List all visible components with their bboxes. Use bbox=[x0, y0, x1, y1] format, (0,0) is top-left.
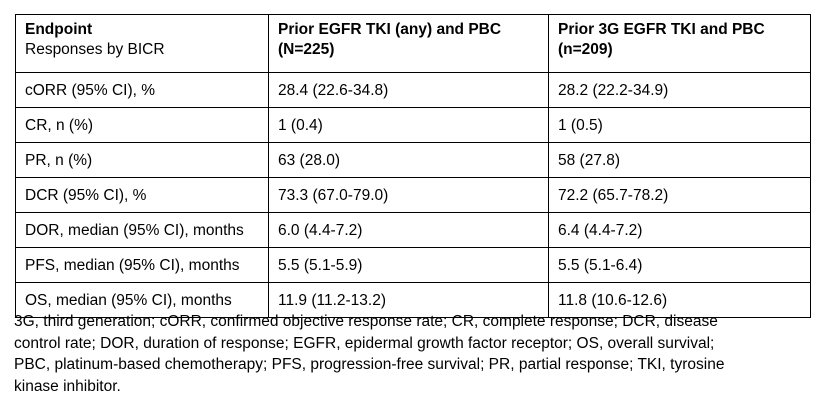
value-cell: 28.4 (22.6-34.8) bbox=[268, 72, 549, 108]
header-col2-title: Prior EGFR TKI (any) and PBC bbox=[278, 21, 502, 38]
header-col3-n: (n=209) bbox=[558, 41, 613, 58]
endpoint-cell: OS, median (95% CI), months bbox=[15, 282, 269, 318]
footnote-line: 3G, third generation; cORR, confirmed ob… bbox=[14, 313, 718, 330]
footnote-line: control rate; DOR, duration of response;… bbox=[14, 334, 715, 352]
endpoint-cell: PR, n (%) bbox=[15, 142, 269, 178]
header-row: Endpoint Responses by BICR Prior EGFR TK… bbox=[15, 14, 811, 73]
results-table: Endpoint Responses by BICR Prior EGFR TK… bbox=[15, 14, 811, 318]
table-body: cORR (95% CI), % 28.4 (22.6-34.8) 28.2 (… bbox=[15, 72, 811, 318]
endpoint-cell: DOR, median (95% CI), months bbox=[15, 212, 269, 248]
table-row: OS, median (95% CI), months 11.9 (11.2-1… bbox=[15, 282, 811, 318]
table-row: PR, n (%) 63 (28.0) 58 (27.8) bbox=[15, 142, 811, 178]
header-cell-prior-3g-egfr-tki-pbc: Prior 3G EGFR TKI and PBC (n=209) bbox=[548, 14, 811, 73]
value-cell: 6.4 (4.4-7.2) bbox=[548, 212, 811, 248]
table-row: DOR, median (95% CI), months 6.0 (4.4-7.… bbox=[15, 212, 811, 248]
header-cell-endpoint: Endpoint Responses by BICR bbox=[15, 14, 269, 73]
value-cell: 6.0 (4.4-7.2) bbox=[268, 212, 549, 248]
footnote-line: kinase inhibitor. bbox=[14, 378, 121, 396]
value-cell: 11.8 (10.6-12.6) bbox=[548, 282, 811, 318]
abbreviations-footnote: 3G, third generation; cORR, confirmed ob… bbox=[14, 311, 828, 398]
value-cell: 1 (0.5) bbox=[548, 107, 811, 143]
table-row: PFS, median (95% CI), months 5.5 (5.1-5.… bbox=[15, 247, 811, 283]
table-row: CR, n (%) 1 (0.4) 1 (0.5) bbox=[15, 107, 811, 143]
value-cell: 72.2 (65.7-78.2) bbox=[548, 177, 811, 213]
footnote-line: PBC, platinum-based chemotherapy; PFS, p… bbox=[14, 356, 725, 374]
header-endpoint-subtitle: Responses by BICR bbox=[25, 41, 165, 58]
table-header: Endpoint Responses by BICR Prior EGFR TK… bbox=[15, 14, 811, 73]
endpoint-cell: CR, n (%) bbox=[15, 107, 269, 143]
header-col3-title: Prior 3G EGFR TKI and PBC bbox=[558, 21, 765, 38]
value-cell: 5.5 (5.1-5.9) bbox=[268, 247, 549, 283]
endpoint-cell: PFS, median (95% CI), months bbox=[15, 247, 269, 283]
value-cell: 5.5 (5.1-6.4) bbox=[548, 247, 811, 283]
header-cell-prior-egfr-tki-any-pbc: Prior EGFR TKI (any) and PBC (N=225) bbox=[268, 14, 549, 73]
value-cell: 1 (0.4) bbox=[268, 107, 549, 143]
value-cell: 73.3 (67.0-79.0) bbox=[268, 177, 549, 213]
endpoint-cell: DCR (95% CI), % bbox=[15, 177, 269, 213]
value-cell: 58 (27.8) bbox=[548, 142, 811, 178]
table-row: cORR (95% CI), % 28.4 (22.6-34.8) 28.2 (… bbox=[15, 72, 811, 108]
header-col2-n: (N=225) bbox=[278, 41, 335, 58]
endpoint-cell: cORR (95% CI), % bbox=[15, 72, 269, 108]
table-row: DCR (95% CI), % 73.3 (67.0-79.0) 72.2 (6… bbox=[15, 177, 811, 213]
header-endpoint-title: Endpoint bbox=[25, 21, 93, 38]
value-cell: 28.2 (22.2-34.9) bbox=[548, 72, 811, 108]
value-cell: 63 (28.0) bbox=[268, 142, 549, 178]
